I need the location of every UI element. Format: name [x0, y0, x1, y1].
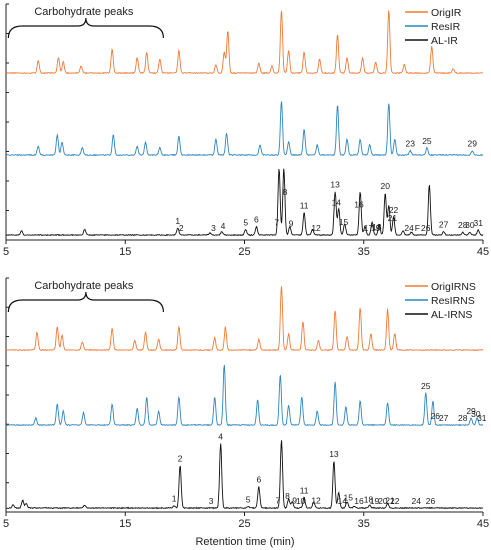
peak-label: 14	[332, 197, 342, 207]
trace-origirns	[5, 286, 484, 352]
peak-label: 7	[274, 217, 279, 227]
peak-label: 26	[426, 496, 436, 506]
legend-label: AL-IR	[431, 35, 458, 47]
peak-label: F	[415, 223, 420, 233]
peak-label: 23	[406, 139, 416, 149]
peak-label: 25	[421, 381, 431, 391]
peak-label: 4	[218, 431, 223, 441]
peak-label: 27	[439, 220, 449, 230]
x-tick-label: 45	[477, 246, 489, 258]
peak-label: 27	[439, 413, 449, 423]
peak-label: 2	[178, 453, 183, 463]
peak-label: 12	[311, 495, 321, 505]
peak-label: 16	[354, 200, 364, 210]
carbohydrate-bracket	[7, 17, 165, 39]
peak-label: 31	[473, 218, 483, 228]
peak-label: 13	[330, 179, 340, 189]
x-tick-label: 5	[3, 518, 9, 530]
peak-label: 15	[344, 493, 354, 503]
peak-label: 28	[458, 413, 468, 423]
peak-label: 25	[422, 136, 432, 146]
peak-label: 7	[276, 496, 281, 506]
peak-label: 13	[329, 449, 339, 459]
peak-label: 16	[354, 496, 364, 506]
peak-label: 21	[385, 496, 395, 506]
bracket-label: Carbohydrate peaks	[34, 6, 134, 18]
x-axis-title: Retention time (min)	[195, 536, 294, 548]
peak-label: 22	[389, 205, 399, 215]
peak-label: 18	[364, 494, 374, 504]
trace-resir	[5, 101, 484, 157]
peak-label: 24	[411, 496, 421, 506]
peak-label: 26	[421, 223, 431, 233]
peak-label: 5	[243, 217, 248, 227]
legend-label: OrigIRNS	[431, 281, 476, 293]
legend-label: OrigIR	[431, 7, 462, 19]
x-tick-label: 45	[477, 518, 489, 530]
peak-label: 15	[339, 217, 349, 227]
x-tick-label: 15	[119, 518, 131, 530]
x-tick-label: 25	[238, 518, 250, 530]
peak-label: 6	[256, 475, 261, 485]
peak-label: 1	[172, 494, 177, 504]
legend-label: AL-IRNS	[431, 309, 472, 321]
carbohydrate-bracket	[7, 291, 165, 313]
peak-label: 14	[338, 496, 348, 506]
x-tick-label: 5	[3, 246, 9, 258]
peak-label: 1	[175, 216, 180, 226]
peak-label: 31	[477, 413, 487, 423]
chart-panel-2: 5 15 25 35 45OrigIRNSResIRNSAL-IRNSCarbohydr…	[3, 277, 489, 530]
peak-label: 9	[289, 218, 294, 228]
peak-label: 12	[311, 223, 321, 233]
peak-label: 8	[285, 491, 290, 501]
peak-label: 20	[378, 496, 388, 506]
peak-label: 9	[292, 495, 297, 505]
x-tick-label: 15	[119, 246, 131, 258]
peak-label: 17	[364, 223, 374, 233]
peak-label: 19	[370, 496, 380, 506]
peak-label: 24	[404, 223, 414, 233]
peak-label: 19	[371, 223, 381, 233]
peak-label: 2	[179, 223, 184, 233]
trace-origir	[5, 10, 484, 75]
peak-label: 4	[221, 221, 226, 231]
trace-al-ir	[5, 168, 484, 237]
peak-label: 8	[283, 187, 288, 197]
bracket-label: Carbohydrate peaks	[34, 280, 134, 292]
x-tick-label: 25	[238, 246, 250, 258]
peak-label: 30	[471, 409, 481, 419]
peak-label: 5	[246, 494, 251, 504]
peak-label: 29	[468, 139, 478, 149]
peak-label: 30	[465, 220, 475, 230]
peak-label: 11	[300, 201, 309, 211]
peak-label: 10	[296, 496, 306, 506]
x-tick-label: 35	[358, 246, 370, 258]
peak-label: 6	[254, 215, 259, 225]
trace-resirns	[5, 364, 484, 427]
peak-label: 11	[300, 485, 309, 495]
peak-label: 3	[211, 223, 216, 233]
peak-label: 22	[390, 496, 400, 506]
peak-label: 20	[380, 181, 390, 191]
peak-label: 28	[458, 220, 468, 230]
peak-label: 29	[466, 406, 476, 416]
peak-label: 21	[388, 213, 398, 223]
x-tick-label: 35	[358, 518, 370, 530]
legend-label: ResIRNS	[431, 295, 475, 307]
legend-label: ResIR	[431, 21, 461, 33]
peak-label: 26	[431, 411, 441, 421]
peak-label: 18	[372, 222, 382, 232]
peak-label: 3	[209, 496, 214, 506]
trace-al-irns	[5, 440, 484, 510]
